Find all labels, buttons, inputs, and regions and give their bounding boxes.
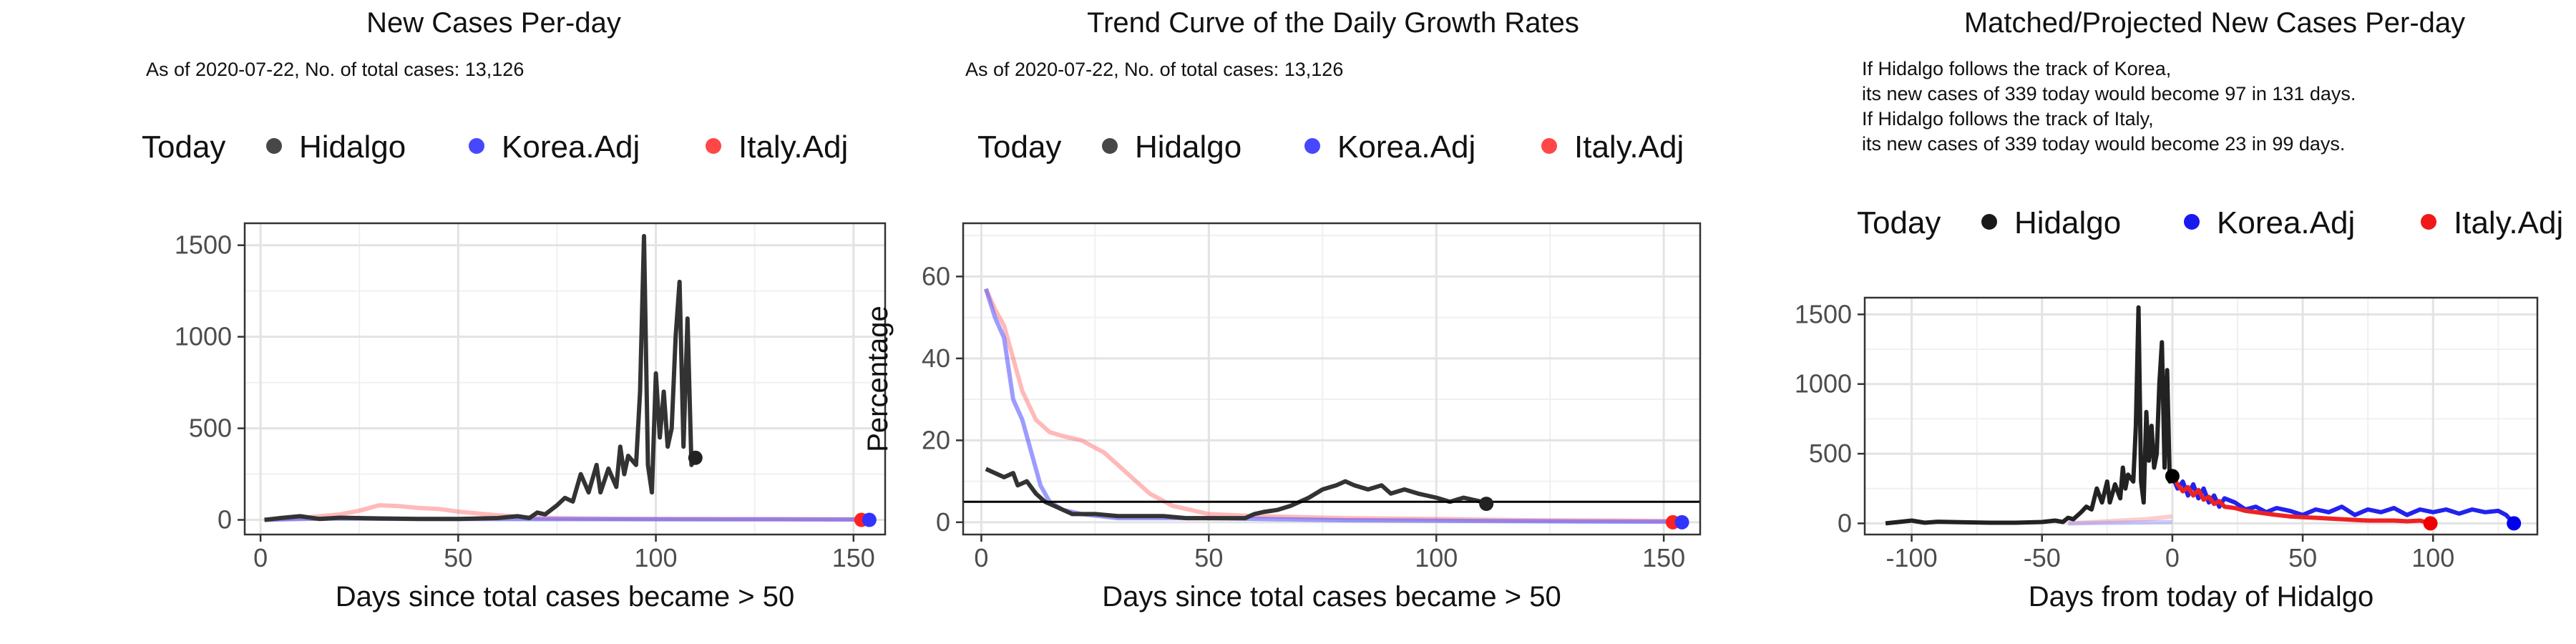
y-tick-label: 500	[189, 414, 232, 443]
legend-key-marker	[1304, 138, 1320, 154]
x-tick-label: 150	[1642, 543, 1685, 572]
x-tick-label: 50	[1194, 543, 1223, 572]
legend: Today Hidalgo Korea.Adj Italy.Adj	[977, 130, 1684, 165]
x-tick-label: 0	[253, 543, 268, 572]
series-line-korea-adj-past-	[2068, 519, 2172, 526]
today-point-korea-adj	[1674, 514, 1689, 530]
x-tick-label: 0	[974, 543, 988, 572]
today-point-hidalgo	[2165, 469, 2180, 484]
x-tick-label: -50	[2024, 543, 2061, 572]
legend-title: Today	[142, 130, 225, 165]
y-tick-label: 0	[1838, 508, 1852, 537]
y-tick-label: 1000	[175, 322, 232, 351]
chart-title: Trend Curve of the Daily Growth Rates	[1087, 7, 1579, 39]
x-axis-label: Days since total cases became > 50	[1102, 581, 1561, 613]
series-line-hidalgo	[264, 233, 698, 522]
y-tick-label: 1000	[1795, 369, 1852, 399]
y-tick-label: 60	[922, 261, 950, 291]
plot-background	[963, 223, 1700, 535]
y-tick-label: 500	[1809, 439, 1852, 468]
legend-item-label: Korea.Adj	[2217, 205, 2355, 240]
legend-key-marker	[2184, 214, 2200, 230]
legend-title: Today	[977, 130, 1061, 165]
today-point-korea-adj	[2507, 516, 2522, 531]
plot-border	[962, 222, 1702, 536]
y-tick-label: 0	[218, 505, 232, 535]
legend: Today Hidalgo Korea.Adj Italy.Adj	[142, 130, 848, 165]
legend: Today Hidalgo Korea.Adj Italy.Adj	[1857, 205, 2563, 240]
legend-item-label: Hidalgo	[2014, 205, 2121, 240]
legend-item-label: Korea.Adj	[502, 130, 640, 165]
annotation-line: its new cases of 339 today would become …	[1862, 133, 2345, 155]
plot-border	[1863, 296, 2539, 536]
today-point-italy-adj	[2423, 516, 2438, 531]
legend-item-label: Hidalgo	[1135, 130, 1241, 165]
legend-key-marker	[469, 138, 484, 154]
legend-item-label: Italy.Adj	[2454, 205, 2563, 240]
x-tick-label: 50	[444, 543, 472, 572]
y-tick-label: 1500	[175, 230, 232, 260]
chart-title: Matched/Projected New Cases Per-day	[1964, 7, 2465, 39]
chart-panel-2: 0 50 100 150 0 20 40 60 Days since total cases b…	[862, 7, 1702, 613]
x-tick-label: 0	[2165, 543, 2180, 572]
legend-item-label: Korea.Adj	[1337, 130, 1475, 165]
annotation-line: its new cases of 339 today would become …	[1862, 83, 2356, 104]
annotation-line: If Hidalgo follows the track of Italy,	[1862, 108, 2154, 130]
annotation-line: If Hidalgo follows the track of Korea,	[1862, 58, 2171, 79]
y-tick-label: 1500	[1795, 299, 1852, 328]
x-tick-label: 100	[1415, 543, 1458, 572]
x-tick-label: 150	[832, 543, 875, 572]
chart-subtitle: As of 2020-07-22, No. of total cases: 13…	[146, 59, 524, 80]
x-tick-label: 100	[635, 543, 678, 572]
y-tick-label: 0	[936, 507, 950, 537]
x-axis-label: Days from today of Hidalgo	[2029, 581, 2373, 613]
legend-key-marker	[266, 138, 282, 154]
legend-key-marker	[1102, 138, 1118, 154]
y-tick-label: 20	[922, 425, 950, 454]
legend-item-label: Italy.Adj	[1574, 130, 1684, 165]
legend-title: Today	[1857, 205, 1941, 240]
x-tick-label: 100	[2411, 543, 2454, 572]
y-tick-label: 40	[922, 343, 950, 373]
today-point-hidalgo	[688, 450, 703, 465]
legend-item-label: Italy.Adj	[738, 130, 848, 165]
today-point-hidalgo	[1479, 497, 1494, 512]
legend-item-label: Hidalgo	[299, 130, 406, 165]
legend-key-marker	[1981, 214, 1997, 230]
series-line-hidalgo	[1885, 305, 2175, 526]
chart-title: New Cases Per-day	[366, 7, 621, 39]
series-line-italy-adj	[2170, 474, 2431, 526]
legend-key-marker	[1541, 138, 1557, 154]
plot-border	[243, 222, 887, 536]
chart-subtitle: As of 2020-07-22, No. of total cases: 13…	[965, 59, 1343, 80]
today-point-korea-adj	[862, 512, 877, 527]
x-tick-label: -100	[1886, 543, 1938, 572]
legend-key-marker	[706, 138, 721, 154]
x-axis-label: Days since total cases became > 50	[336, 581, 794, 613]
legend-key-marker	[2421, 214, 2436, 230]
series-line-hidalgo	[985, 467, 1483, 521]
x-tick-label: 50	[2288, 543, 2317, 572]
plot-background	[245, 223, 885, 535]
y-axis-label: Percentage	[862, 306, 894, 452]
